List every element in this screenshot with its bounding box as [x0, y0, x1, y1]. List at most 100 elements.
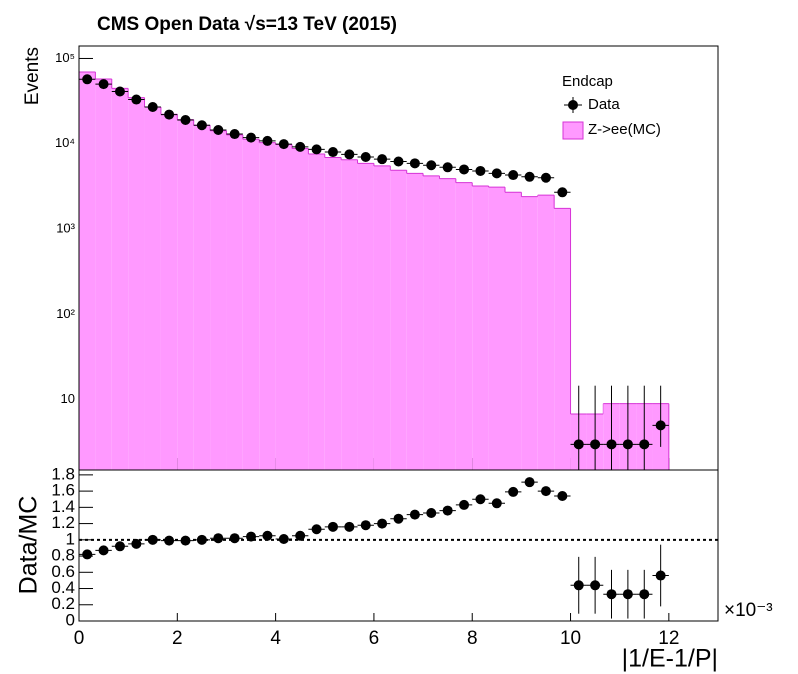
- frame: [78, 469, 719, 622]
- data-point: [262, 135, 273, 146]
- legend-swatch: [562, 121, 584, 140]
- hist-bin: [79, 71, 96, 470]
- y-tick-label: 1: [66, 529, 75, 548]
- hist-bin: [210, 130, 227, 470]
- x-tick-label: 10: [560, 628, 581, 649]
- y-tick-label: 0.6: [51, 562, 75, 581]
- x-tick-label: 0: [74, 628, 85, 649]
- y-tick-label: 0.4: [51, 578, 75, 597]
- data-point: [409, 158, 420, 169]
- data-point: [180, 114, 191, 125]
- hist-bin: [406, 173, 424, 470]
- y-tick-label: 0: [66, 610, 75, 629]
- data-point: [459, 499, 470, 510]
- data-point: [295, 530, 306, 541]
- hist-bin: [488, 187, 506, 470]
- data-point: [475, 494, 486, 505]
- data-point: [393, 513, 404, 524]
- hist-bin: [455, 182, 473, 471]
- y-tick-label: 1.6: [51, 481, 75, 500]
- hist-bin: [341, 159, 358, 470]
- hist-bin: [275, 144, 292, 470]
- data-point: [426, 160, 437, 171]
- y-tick-label: 0.2: [51, 594, 75, 613]
- y-tick-label: 10⁵: [55, 50, 75, 65]
- y-tick-label: 1.2: [51, 513, 75, 532]
- x-tick-label: 6: [369, 628, 380, 649]
- y-tick-label: 0.8: [51, 546, 75, 565]
- data-point: [278, 534, 289, 545]
- data-point: [229, 129, 240, 140]
- data-point: [409, 509, 420, 520]
- hist-bin: [259, 142, 276, 471]
- data-point: [491, 168, 502, 179]
- data-point: [590, 439, 601, 450]
- data-point: [360, 520, 371, 531]
- hist-bin: [439, 178, 456, 471]
- hist-bin: [177, 119, 194, 470]
- hist-bin: [160, 114, 178, 471]
- y-tick-label: 10³: [56, 221, 75, 236]
- x-axis-label: |1/E-1/P|: [622, 645, 718, 673]
- data-point: [377, 154, 388, 165]
- x-tick-label: 12: [658, 628, 679, 649]
- hist-bin: [291, 148, 309, 470]
- hist-bin: [423, 175, 440, 470]
- data-point: [82, 74, 93, 85]
- data-point: [573, 439, 584, 450]
- data-point: [114, 541, 125, 552]
- hist-bin: [308, 153, 325, 470]
- hist-bin: [373, 165, 391, 470]
- data-point: [246, 132, 257, 143]
- data-point: [327, 521, 338, 532]
- chart-title: CMS Open Data √s=13 TeV (2015): [97, 14, 397, 35]
- hist-bin: [193, 125, 211, 470]
- data-point: [147, 101, 158, 112]
- data-point: [131, 94, 142, 105]
- data-point: [98, 545, 109, 556]
- data-point: [311, 144, 322, 155]
- data-point: [377, 518, 388, 529]
- data-point: [606, 589, 617, 600]
- y-tick-label: 1.4: [51, 497, 75, 516]
- data-point: [327, 147, 338, 158]
- data-point: [622, 589, 633, 600]
- data-point: [360, 151, 371, 162]
- hist-bin: [472, 185, 489, 470]
- x-multiplier: ×10⁻³: [724, 600, 773, 621]
- legend-label: Data: [588, 96, 620, 113]
- data-point: [557, 490, 568, 501]
- data-point: [442, 505, 453, 516]
- y-tick-label: 10: [61, 391, 75, 406]
- y-axis-label: Events: [22, 47, 43, 105]
- hist-bin: [144, 106, 161, 471]
- data-point: [557, 187, 568, 198]
- data-point: [213, 125, 224, 136]
- data-point: [442, 162, 453, 173]
- hist-bin: [505, 192, 522, 470]
- data-point: [655, 420, 666, 431]
- hist-bin: [554, 208, 571, 470]
- hist-bin: [111, 88, 129, 470]
- data-point: [196, 120, 207, 131]
- hist-bin: [242, 139, 260, 470]
- hist-bin: [95, 78, 112, 471]
- data-point: [344, 521, 355, 532]
- data-point: [213, 533, 224, 544]
- data-point: [573, 580, 584, 591]
- data-point: [180, 535, 191, 546]
- hist-bin: [537, 195, 555, 471]
- x-tick-label: 4: [270, 628, 281, 649]
- data-point: [164, 535, 175, 546]
- data-point: [508, 170, 519, 181]
- y-tick-label: 10²: [56, 306, 75, 321]
- hist-bin: [324, 157, 342, 471]
- data-point: [639, 589, 650, 600]
- data-point: [344, 149, 355, 160]
- y-tick-label: 1.8: [51, 464, 75, 483]
- x-tick-label: 8: [467, 628, 478, 649]
- data-point: [98, 79, 109, 90]
- hist-bin: [128, 97, 145, 470]
- legend-title: Endcap: [562, 73, 613, 90]
